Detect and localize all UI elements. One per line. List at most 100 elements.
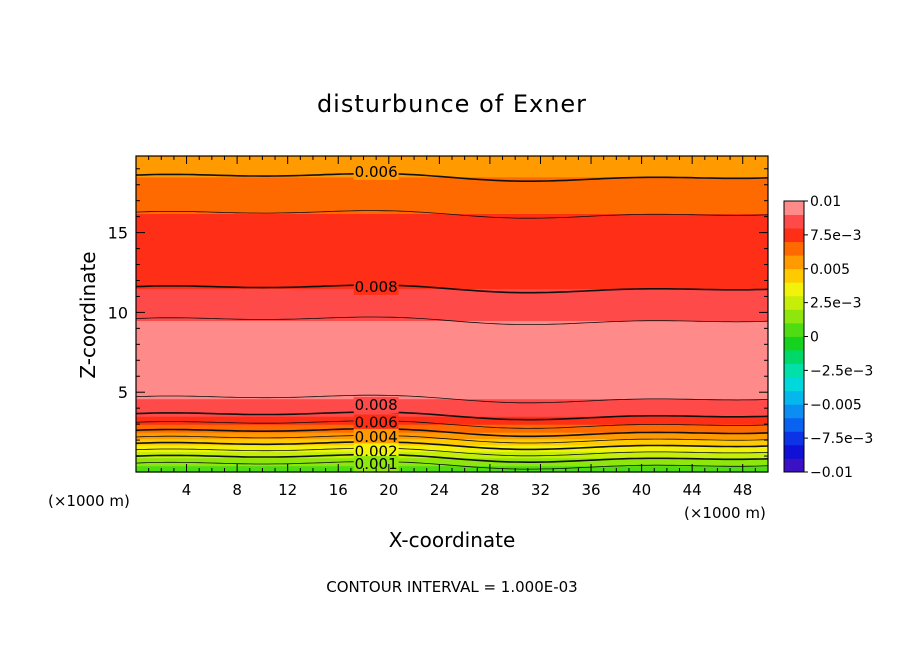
contour-label-bg	[353, 396, 399, 413]
fill-band	[136, 301, 768, 304]
fill-band	[136, 395, 768, 398]
fill-band	[136, 285, 768, 288]
fill-band	[136, 325, 768, 328]
fill-band	[136, 345, 768, 349]
fill-band	[136, 339, 768, 342]
contour-label: 0.006	[355, 163, 398, 181]
contour-line	[135, 441, 769, 451]
contour-line	[135, 411, 769, 421]
fill-band	[136, 235, 768, 238]
colorbar-band	[784, 390, 804, 405]
colorbar-tick-label: 7.5e−3	[810, 228, 862, 244]
fill-band	[136, 262, 768, 266]
colorbar-band	[784, 228, 804, 243]
fill-band	[136, 342, 768, 345]
fill-band	[136, 412, 768, 416]
contour-line	[135, 172, 769, 182]
colorbar-band	[784, 336, 804, 351]
contour-line	[135, 427, 769, 438]
fill-band	[136, 238, 768, 242]
y-axis: 5 10 15	[108, 168, 768, 457]
fill-band	[136, 171, 768, 175]
x-tick-label: 44	[683, 481, 702, 499]
fill-band	[136, 215, 768, 218]
fill-band	[136, 162, 768, 165]
fill-band	[136, 278, 768, 282]
colorbar-tick-label: 0.01	[810, 194, 841, 210]
fill-band	[136, 384, 768, 387]
colorbar-tick-label: −7.5e−3	[810, 431, 873, 447]
fill-band	[136, 251, 768, 254]
fill-band	[136, 223, 768, 226]
fill-band	[136, 259, 768, 262]
fill-band	[136, 341, 768, 344]
x-tick-label: 32	[531, 481, 550, 499]
fill-band	[136, 355, 768, 358]
fill-band	[136, 349, 768, 352]
fill-band	[136, 460, 768, 464]
colorbar-tick-label: 0	[810, 330, 819, 346]
fill-band	[136, 371, 768, 374]
colorbar-tick-label: 2.5e−3	[810, 296, 862, 312]
x-axis: 4 8 12 16 20 24 28 32 36 40 44 48	[148, 156, 756, 499]
fill-band	[136, 331, 768, 334]
contour-line	[135, 453, 769, 463]
fill-band	[136, 302, 768, 306]
fill-band	[136, 261, 768, 264]
fill-band	[136, 365, 768, 368]
fill-band	[136, 446, 768, 449]
fill-band	[136, 420, 768, 424]
fill-band	[136, 317, 768, 320]
fill-band	[136, 211, 768, 215]
fill-band	[136, 465, 768, 468]
x-tick-label: 24	[430, 481, 449, 499]
fill-band	[136, 240, 768, 243]
fill-band	[136, 194, 768, 197]
contour-label-bg	[353, 414, 399, 431]
fill-band	[136, 207, 768, 210]
fill-band	[136, 360, 768, 363]
fill-band	[136, 419, 768, 422]
colorbar-band	[784, 201, 804, 215]
fill-band	[136, 159, 768, 162]
colorbar-band	[784, 458, 804, 473]
fill-band	[136, 382, 768, 385]
colorbar: 0.01 7.5e−3 0.005 2.5e−3 0 −2.5e−3 −0.005 −7.5e…	[783, 194, 873, 481]
fill-band	[136, 179, 768, 183]
fill-band	[136, 205, 768, 208]
fill-band	[136, 449, 768, 452]
fill-band	[136, 366, 768, 369]
fill-band	[136, 242, 768, 245]
x-tick-label: 4	[182, 481, 192, 499]
fill-band	[136, 192, 768, 195]
fill-band	[136, 237, 768, 240]
fill-band	[136, 333, 768, 336]
fill-band	[136, 197, 768, 200]
fill-band	[136, 186, 768, 189]
fill-band	[136, 160, 768, 163]
fill-band	[136, 280, 768, 283]
fill-band	[136, 428, 768, 432]
fill-band	[136, 290, 768, 293]
contour-label-bg	[353, 163, 399, 180]
fill-band	[136, 440, 768, 443]
fill-band	[136, 422, 768, 425]
fill-band	[136, 376, 768, 379]
fill-band	[136, 436, 768, 440]
fill-band	[136, 208, 768, 211]
contour-line	[135, 394, 769, 404]
fill-band	[136, 232, 768, 235]
contour-label-bg	[353, 428, 399, 445]
fill-band	[136, 347, 768, 350]
fill-band	[136, 189, 768, 192]
fill-band	[136, 396, 768, 400]
fill-band	[136, 298, 768, 301]
contour-line	[135, 210, 769, 219]
fill-band	[136, 315, 768, 318]
fill-band	[136, 170, 768, 173]
colorbar-band	[784, 309, 804, 324]
fill-band	[136, 270, 768, 274]
fill-band	[136, 390, 768, 393]
fill-band	[136, 310, 768, 314]
